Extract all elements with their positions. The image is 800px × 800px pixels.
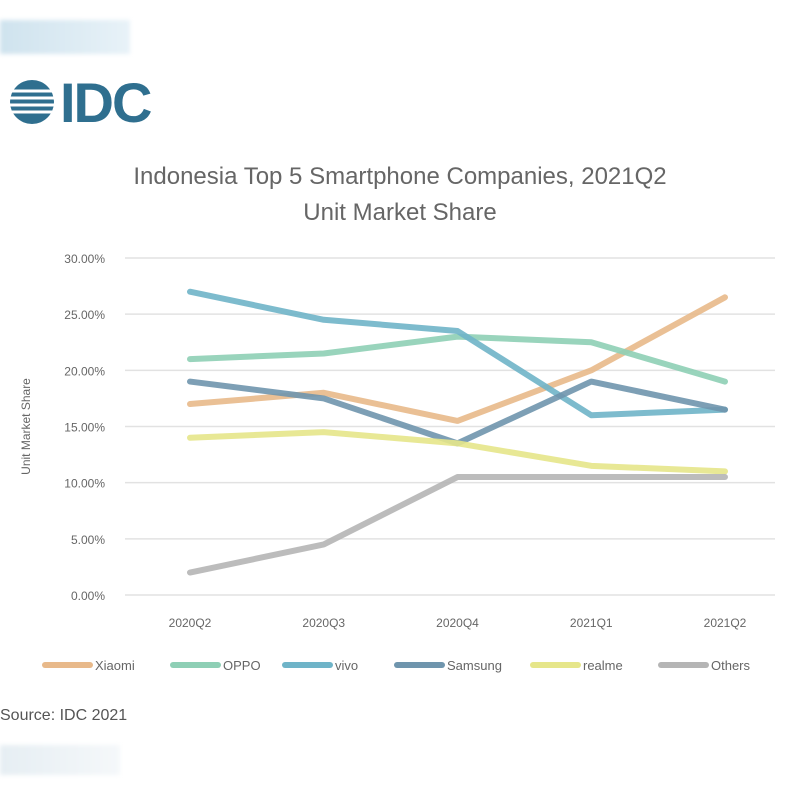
series-line-vivo	[187, 288, 728, 419]
y-tick-label: 5.00%	[71, 533, 105, 547]
y-tick-label: 25.00%	[64, 308, 105, 322]
y-axis-label: Unit Market Share	[19, 378, 33, 475]
chart-subtitle: Unit Market Share	[303, 199, 497, 226]
globe-icon	[10, 80, 54, 124]
legend-label-xiaomi: Xiaomi	[95, 658, 135, 673]
y-tick-label: 20.00%	[64, 364, 105, 378]
x-tick-label: 2020Q4	[436, 616, 479, 630]
y-tick-label: 30.00%	[64, 252, 105, 266]
line-chart: 0.00% 5.00% 10.00% 15.00% 20.00% 25.00% 30.00%…	[19, 252, 775, 673]
x-tick-label: 2020Q3	[302, 616, 345, 630]
logo-text: IDC	[60, 70, 152, 134]
legend-label-realme: realme	[583, 658, 623, 673]
legend-label-vivo: vivo	[335, 658, 358, 673]
legend-label-samsung: Samsung	[447, 658, 502, 673]
series-line-others	[187, 474, 728, 576]
footer-band	[0, 745, 120, 775]
x-tick-label: 2020Q2	[169, 616, 212, 630]
x-tick-label: 2021Q2	[704, 616, 747, 630]
chart-title: Indonesia Top 5 Smartphone Companies, 20…	[133, 163, 667, 190]
legend-label-others: Others	[711, 658, 751, 673]
series-line-realme	[187, 429, 728, 475]
y-tick-label: 15.00%	[64, 421, 105, 435]
series-line-xiaomi	[187, 294, 728, 424]
x-tick-label: 2021Q1	[570, 616, 613, 630]
header-band	[0, 20, 130, 54]
legend-label-oppo: OPPO	[223, 658, 261, 673]
series-line-oppo	[187, 333, 728, 385]
idc-logo: IDC	[6, 70, 152, 134]
source-note: Source: IDC 2021	[0, 707, 128, 724]
y-tick-label: 10.00%	[64, 477, 105, 491]
y-tick-label: 0.00%	[71, 589, 105, 603]
